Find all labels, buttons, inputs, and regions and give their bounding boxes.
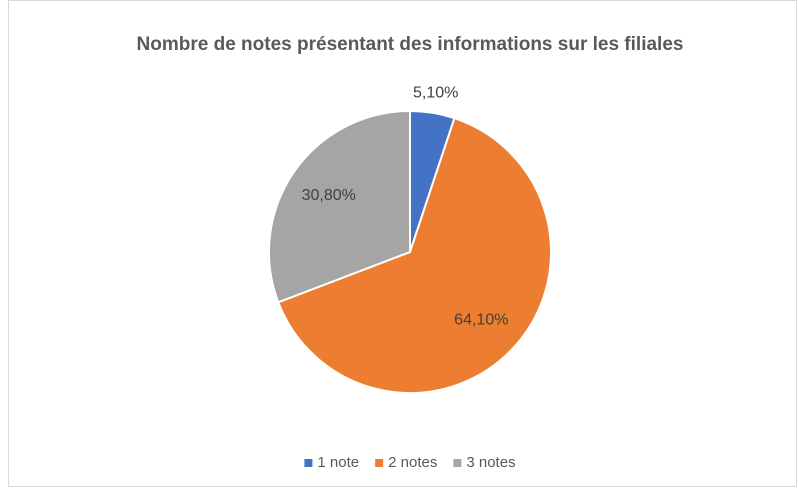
legend-label: 3 notes <box>466 454 515 471</box>
data-label: 64,10% <box>454 311 508 328</box>
legend-swatch <box>304 459 313 467</box>
chart-title: Nombre de notes présentant des informati… <box>137 34 684 55</box>
pie-slice <box>268 109 411 304</box>
legend: 1 note 2 notes 3 notes <box>304 454 516 471</box>
pie-slice <box>276 116 552 394</box>
data-labels: 5,10% 64,10% 30,80% <box>302 84 509 328</box>
data-label: 5,10% <box>413 84 458 101</box>
pie <box>268 109 552 394</box>
legend-label: 1 note <box>317 454 359 471</box>
legend-swatch <box>453 459 462 467</box>
legend-label: 2 notes <box>388 454 437 471</box>
legend-swatch <box>375 459 384 467</box>
data-label: 30,80% <box>302 187 356 204</box>
